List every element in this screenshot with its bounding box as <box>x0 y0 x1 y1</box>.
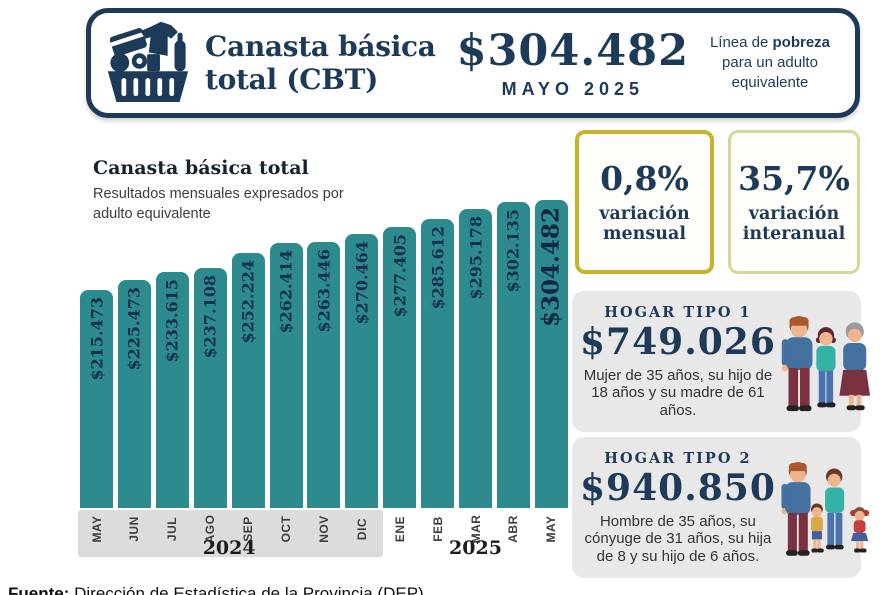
bar-12-may: $304.482 <box>534 200 568 508</box>
bar-value-label: $302.135 <box>503 209 523 293</box>
household-2-title: HOGAR TIPO 2 <box>604 450 752 468</box>
bar-value-label: $285.612 <box>428 226 448 310</box>
bar-value-label: $304.482 <box>537 207 565 328</box>
bar-value-label: $225.473 <box>124 287 144 371</box>
poverty-line-note: Línea de pobreza para un adulto equivale… <box>699 33 841 92</box>
household-2-text: HOGAR TIPO 2 $940.850 Hombre de 35 años,… <box>580 450 776 565</box>
bar-1-jun: $225.473 <box>117 280 151 508</box>
bar-9-feb: $285.612 <box>421 219 455 508</box>
x-axis: MAY JUN JUL AGO SEP OCT NOV DIC ENE FEB MAR ABR MAY 2… <box>80 510 580 560</box>
bar-4-sep: $252.224 <box>231 253 265 508</box>
bar-6-nov: $263.446 <box>307 242 341 508</box>
bar-11-abr: $302.135 <box>496 202 530 508</box>
bar-value-label: $237.108 <box>200 275 220 359</box>
yearly-variation-box: 35,7% variación interanual <box>728 130 860 274</box>
note-bold: pobreza <box>772 34 831 52</box>
x-tick-6-nov: NOV <box>316 515 331 543</box>
x-tick-1-jun: JUN <box>127 516 142 542</box>
bar-2-jul: $233.615 <box>155 272 189 508</box>
household-1-description: Mujer de 35 años, su hijo de 18 años y s… <box>583 367 773 419</box>
x-tick-11-abr: ABR <box>506 515 521 543</box>
yearly-variation-label: variación interanual <box>742 204 846 244</box>
x-tick-7-dic: DIC <box>354 517 369 541</box>
header-card: Canasta básica total (CBT) $304.482 MAYO… <box>86 8 860 118</box>
bar-value-label: $263.446 <box>314 249 334 333</box>
bar-value-label: $262.414 <box>276 250 296 334</box>
cbt-current-value: $304.482 <box>456 26 689 76</box>
household-1-amount: $749.026 <box>580 321 776 364</box>
family-1-illustration <box>776 292 872 431</box>
household-1-text: HOGAR TIPO 1 $749.026 Mujer de 35 años, … <box>580 304 776 419</box>
x-tick-12-may: MAY <box>544 515 559 543</box>
chart-title: Canasta básica total <box>93 156 309 179</box>
x-tick-0-may: MAY <box>89 515 104 543</box>
header-title: Canasta básica total (CBT) <box>205 29 436 96</box>
bar-0-may: $215.473 <box>80 290 113 508</box>
source-text: Dirección de Estadística de la Provincia… <box>69 584 429 595</box>
bar-value-label: $215.473 <box>87 297 106 381</box>
note-post: para un adulto equivalente <box>722 54 818 91</box>
bar-value-label: $233.615 <box>162 279 182 363</box>
year-label-2024: 2024 <box>202 537 256 559</box>
household-1-title: HOGAR TIPO 1 <box>604 304 752 322</box>
yearly-variation-value: 35,7% <box>738 159 850 199</box>
year-2024-strip <box>78 510 383 557</box>
household-2-amount: $940.850 <box>580 467 776 510</box>
x-tick-5-oct: OCT <box>279 515 293 543</box>
monthly-variation-label: variación mensual <box>599 204 690 244</box>
bar-value-label: $295.178 <box>466 216 485 300</box>
family-2-illustration <box>776 438 876 577</box>
bar-chart-area: $215.473 $225.473 $233.615 $237.108 $252.224… <box>80 200 580 508</box>
bar-value-label: $252.224 <box>238 260 258 344</box>
note-pre: Línea de <box>709 34 773 52</box>
x-tick-8-ene: ENE <box>392 515 407 543</box>
header-value-block: $304.482 MAYO 2025 <box>457 26 689 100</box>
cbt-period: MAYO 2025 <box>501 79 644 99</box>
x-tick-9-feb: FEB <box>430 516 445 542</box>
bar-7-dic: $270.464 <box>345 234 379 508</box>
bar-8-ene: $277.405 <box>383 227 417 508</box>
source-note: Fuente: Dirección de Estadística de la P… <box>8 584 428 595</box>
bar-value-label: $277.405 <box>390 234 410 318</box>
monthly-variation-box: 0,8% variación mensual <box>575 130 714 274</box>
year-label-2025: 2025 <box>449 537 502 559</box>
bar-10-mar: $295.178 <box>459 209 492 508</box>
bar-5-oct: $262.414 <box>269 243 303 508</box>
chart-subtitle: Resultados mensuales expresados por adul… <box>93 185 344 223</box>
bar-value-label: $270.464 <box>352 241 372 325</box>
monthly-variation-value: 0,8% <box>600 159 689 199</box>
household-type-1-card: HOGAR TIPO 1 $749.026 Mujer de 35 años, … <box>572 291 870 432</box>
bar-3-ago: $237.108 <box>193 268 227 508</box>
x-tick-2-jul: JUL <box>165 516 180 542</box>
source-label: Fuente: <box>8 584 70 595</box>
shopping-basket-icon <box>101 17 195 110</box>
household-type-2-card: HOGAR TIPO 2 $940.850 Hombre de 35 años,… <box>572 437 870 578</box>
household-2-description: Hombre de 35 años, su cónyuge de 31 años… <box>584 513 772 565</box>
